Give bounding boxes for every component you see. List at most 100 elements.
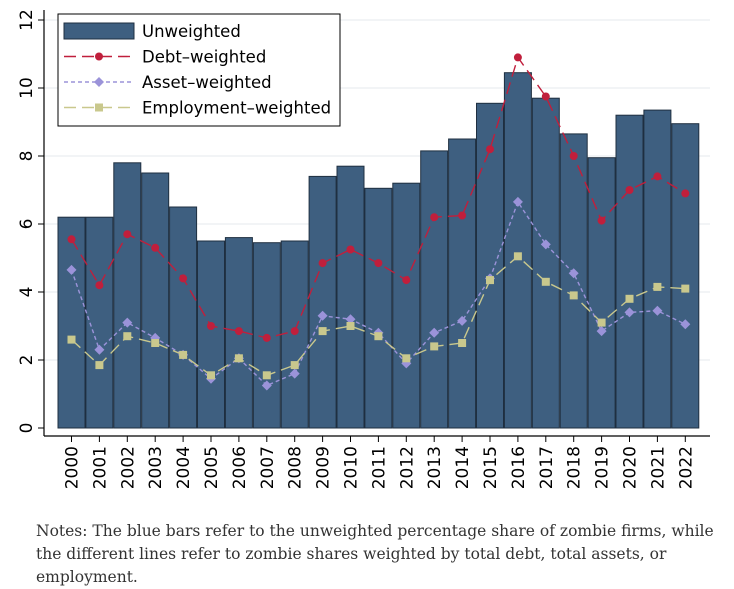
bar-2002	[113, 162, 142, 429]
point-diamond-2014	[457, 315, 468, 326]
x-tick-label: 2007	[258, 446, 278, 489]
point-diamond-2020	[624, 307, 635, 318]
bar-2009	[308, 175, 337, 429]
point-diamond-2018	[568, 268, 579, 279]
point-circle-2000	[67, 235, 76, 244]
point-square-2000	[67, 335, 76, 344]
series-lines	[66, 53, 691, 391]
x-tick-label: 2022	[676, 446, 696, 489]
bar-2022	[671, 123, 700, 429]
point-circle-2016	[513, 53, 522, 62]
x-tick-label: 2003	[146, 446, 166, 489]
x-tick-label: 2008	[286, 446, 306, 489]
point-diamond-2002	[122, 317, 133, 328]
point-square-2001	[95, 361, 104, 370]
point-diamond-2009	[317, 310, 328, 321]
point-circle-2013	[430, 213, 439, 222]
point-circle-2014	[458, 211, 467, 220]
x-tick-label: 2013	[425, 446, 445, 489]
point-diamond-2000	[66, 264, 77, 275]
point-circle-2018	[569, 152, 578, 160]
point-diamond-2017	[540, 239, 551, 250]
legend-label: Debt–weighted	[142, 48, 266, 67]
x-tick-label: 2016	[509, 446, 529, 489]
point-diamond-2008	[289, 368, 300, 379]
point-circle-2003	[151, 243, 160, 252]
x-tick-label: 2002	[118, 446, 138, 489]
point-circle-2021	[653, 172, 662, 181]
point-square-2012	[402, 354, 411, 363]
y-tick-label: 2	[17, 355, 37, 366]
x-tick-label: 2021	[648, 446, 668, 489]
bar-2018	[559, 133, 588, 429]
x-tick-label: 2005	[202, 446, 222, 489]
bar-2004	[169, 206, 198, 429]
y-tick-label: 4	[17, 287, 37, 298]
point-square-2016	[513, 252, 522, 261]
legend-marker-diamond	[94, 77, 104, 87]
point-square-2002	[123, 332, 132, 341]
point-square-2008	[290, 361, 299, 370]
x-tick-label: 2011	[369, 446, 389, 489]
point-square-2006	[234, 354, 243, 363]
x-tick-label: 2006	[230, 446, 250, 489]
point-circle-2004	[179, 274, 188, 283]
legend-label: Asset–weighted	[142, 73, 272, 92]
bar-2011	[364, 187, 393, 429]
y-tick-label: 6	[17, 219, 37, 230]
point-diamond-2021	[652, 305, 663, 316]
point-circle-2017	[541, 92, 550, 101]
chart-notes: Notes: The blue bars refer to the unweig…	[36, 522, 714, 586]
bar-2019	[587, 157, 616, 429]
y-tick-label: 0	[17, 423, 37, 434]
point-diamond-2019	[596, 326, 607, 337]
point-circle-2001	[95, 281, 104, 290]
point-square-2010	[346, 322, 355, 330]
point-circle-2019	[597, 216, 606, 225]
x-tick-label: 2010	[342, 446, 362, 489]
point-square-2021	[653, 282, 662, 291]
point-square-2007	[262, 371, 271, 380]
legend: Unweighted Debt–weighted Asset–weighted Emp…	[57, 13, 341, 127]
point-circle-2007	[262, 333, 271, 342]
point-circle-2009	[318, 259, 327, 268]
bar-2010	[336, 165, 365, 429]
point-circle-2006	[234, 327, 243, 336]
x-tick-label: 2001	[90, 446, 110, 489]
x-tick-label: 2014	[453, 446, 473, 489]
x-tick-label: 2020	[621, 446, 641, 489]
point-circle-2002	[123, 230, 132, 239]
point-diamond-2013	[429, 327, 440, 338]
point-diamond-2016	[512, 196, 523, 207]
bar-2015	[476, 102, 504, 429]
legend-label: Unweighted	[142, 22, 241, 41]
point-circle-2012	[402, 276, 411, 285]
bar-2012	[392, 182, 421, 429]
point-square-2020	[625, 294, 634, 303]
x-tick-label: 2015	[481, 446, 501, 489]
point-circle-2011	[374, 259, 383, 268]
chart: 0 2 4 6 8 10 12 2000 2001 2002 2003 2004 2005 2006 200…	[17, 9, 710, 489]
point-diamond-2022	[680, 319, 691, 330]
point-square-2018	[569, 291, 578, 300]
point-diamond-2001	[94, 344, 105, 355]
x-tick-label: 2012	[397, 446, 417, 489]
y-tick-label: 10	[17, 77, 37, 99]
bar-2016	[503, 72, 532, 429]
x-tick-label: 2019	[593, 446, 613, 489]
point-square-2013	[430, 342, 439, 351]
point-square-2005	[207, 371, 215, 380]
legend-marker-square	[95, 103, 103, 112]
point-square-2017	[541, 277, 550, 286]
x-tick-label: 2017	[537, 446, 557, 489]
point-diamond-2007	[261, 380, 272, 391]
legend-swatch-bar	[63, 22, 135, 40]
bar-2017	[531, 97, 560, 429]
y-tick-label: 12	[17, 9, 37, 31]
point-circle-2010	[346, 245, 355, 254]
point-circle-2022	[681, 189, 690, 198]
point-circle-2008	[290, 327, 299, 336]
point-square-2014	[458, 339, 467, 347]
y-tick-label: 8	[17, 151, 37, 162]
point-square-2022	[681, 284, 690, 293]
